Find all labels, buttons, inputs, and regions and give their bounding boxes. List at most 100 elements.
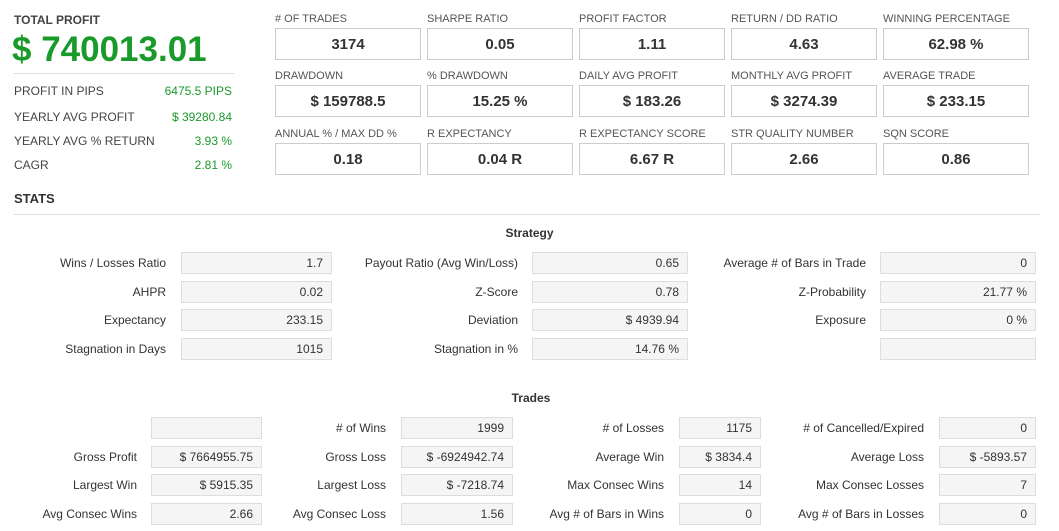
stat-box <box>939 446 1036 468</box>
metric-box <box>427 28 573 60</box>
metric-value: 0.04 R <box>477 151 523 168</box>
stat-box <box>679 474 761 496</box>
stat-label: Deviation <box>467 313 518 327</box>
stat-label: Avg # of Bars in Wins <box>549 507 665 521</box>
summary-value: 6475.5 PIPS <box>164 84 232 98</box>
metric-box <box>579 85 725 117</box>
stat-box <box>880 309 1036 331</box>
stat-value: $ 7664955.75 <box>179 450 253 464</box>
summary-label: YEARLY AVG PROFIT <box>14 110 135 124</box>
stat-box <box>679 417 761 439</box>
stat-value: $ 3834.4 <box>705 450 752 464</box>
stat-box <box>880 281 1036 303</box>
stats-title: STATS <box>14 191 55 206</box>
metric-label: RETURN / DD RATIO <box>731 13 838 25</box>
metric-value: $ 3274.39 <box>770 93 838 110</box>
summary-value: $ 39280.84 <box>171 110 232 124</box>
stat-label: # of Cancelled/Expired <box>803 421 924 435</box>
metric-value: $ 159788.5 <box>310 93 386 110</box>
stat-label: Wins / Losses Ratio <box>59 256 166 270</box>
metric-label: R EXPECTANCY <box>427 128 512 140</box>
section-title: Strategy <box>505 226 554 240</box>
stat-box <box>181 252 332 274</box>
stat-value: $ -7218.74 <box>446 478 504 492</box>
stat-value: 7 <box>1020 478 1027 492</box>
stat-box <box>939 474 1036 496</box>
stat-value: 0 <box>745 507 752 521</box>
stat-label: Z-Probability <box>798 285 866 299</box>
stat-label: Average # of Bars in Trade <box>723 256 866 270</box>
stat-box <box>532 281 688 303</box>
stat-value: 0.02 <box>299 285 323 299</box>
metric-label: SHARPE RATIO <box>427 13 509 25</box>
stat-label: Avg # of Bars in Losses <box>798 507 924 521</box>
metric-value: 62.98 % <box>928 36 984 53</box>
stat-value: 2.66 <box>229 507 253 521</box>
summary-value: 3.93 % <box>194 134 232 148</box>
stat-label: Stagnation in Days <box>65 342 166 356</box>
metric-box <box>883 28 1029 60</box>
stat-value: 14 <box>738 478 752 492</box>
stat-label: Largest Loss <box>317 478 386 492</box>
stat-label: Exposure <box>815 313 866 327</box>
stat-box <box>151 474 262 496</box>
metric-value: 0.86 <box>941 151 971 168</box>
metric-value: 6.67 R <box>629 151 675 168</box>
stat-box <box>880 252 1036 274</box>
metric-label: % DRAWDOWN <box>427 70 508 82</box>
stat-value: 0.78 <box>655 285 679 299</box>
stat-label: Stagnation in % <box>433 342 518 356</box>
stat-box <box>401 446 513 468</box>
metric-label: SQN SCORE <box>883 128 950 140</box>
stat-box <box>151 503 262 525</box>
stat-label: # of Losses <box>602 421 664 435</box>
stat-label: Avg Consec Loss <box>292 507 386 521</box>
metric-label: DRAWDOWN <box>275 70 344 82</box>
metric-box <box>275 28 421 60</box>
stat-box <box>151 417 262 439</box>
metric-box <box>731 85 877 117</box>
metric-label: MONTHLY AVG PROFIT <box>731 70 853 82</box>
stat-value: 21.77 % <box>982 285 1027 299</box>
stat-value: 0 % <box>1006 313 1027 327</box>
metric-label: PROFIT FACTOR <box>579 13 667 25</box>
stat-value: 0 <box>1020 256 1027 270</box>
metric-value: $ 183.26 <box>622 93 682 110</box>
stat-box <box>401 503 513 525</box>
stat-box <box>151 446 262 468</box>
metric-label: R EXPECTANCY SCORE <box>579 128 706 140</box>
stat-value: 0 <box>1020 507 1027 521</box>
metric-box <box>275 143 421 175</box>
stat-value: $ -6924942.74 <box>426 450 504 464</box>
stat-box <box>401 417 513 439</box>
stat-label: AHPR <box>132 285 166 299</box>
stat-label: Max Consec Wins <box>567 478 664 492</box>
metric-value: 15.25 % <box>472 93 528 110</box>
metric-box <box>731 28 877 60</box>
metric-box <box>883 85 1029 117</box>
stat-box <box>532 338 688 360</box>
metric-value: 4.63 <box>789 36 819 53</box>
metric-box <box>883 143 1029 175</box>
stat-box <box>880 338 1036 360</box>
stat-label: # of Wins <box>335 421 386 435</box>
summary-label: YEARLY AVG % RETURN <box>14 134 155 148</box>
metric-label: ANNUAL % / MAX DD % <box>275 128 397 140</box>
stat-box <box>532 309 688 331</box>
metric-box <box>579 28 725 60</box>
stat-value: 1015 <box>296 342 323 356</box>
stat-value: $ 5915.35 <box>199 478 253 492</box>
stat-label: Payout Ratio (Avg Win/Loss) <box>364 256 518 270</box>
stat-box <box>679 503 761 525</box>
summary-value: 2.81 % <box>194 158 232 172</box>
stat-box <box>401 474 513 496</box>
metric-label: # OF TRADES <box>275 13 347 25</box>
total-profit: $ 740013.01 <box>12 30 207 69</box>
stat-label: Gross Loss <box>325 450 386 464</box>
metric-box <box>731 143 877 175</box>
stat-value: 0.65 <box>655 256 679 270</box>
section-title: Trades <box>511 391 551 405</box>
stat-label: Average Win <box>595 450 664 464</box>
stat-value: $ -5893.57 <box>969 450 1027 464</box>
